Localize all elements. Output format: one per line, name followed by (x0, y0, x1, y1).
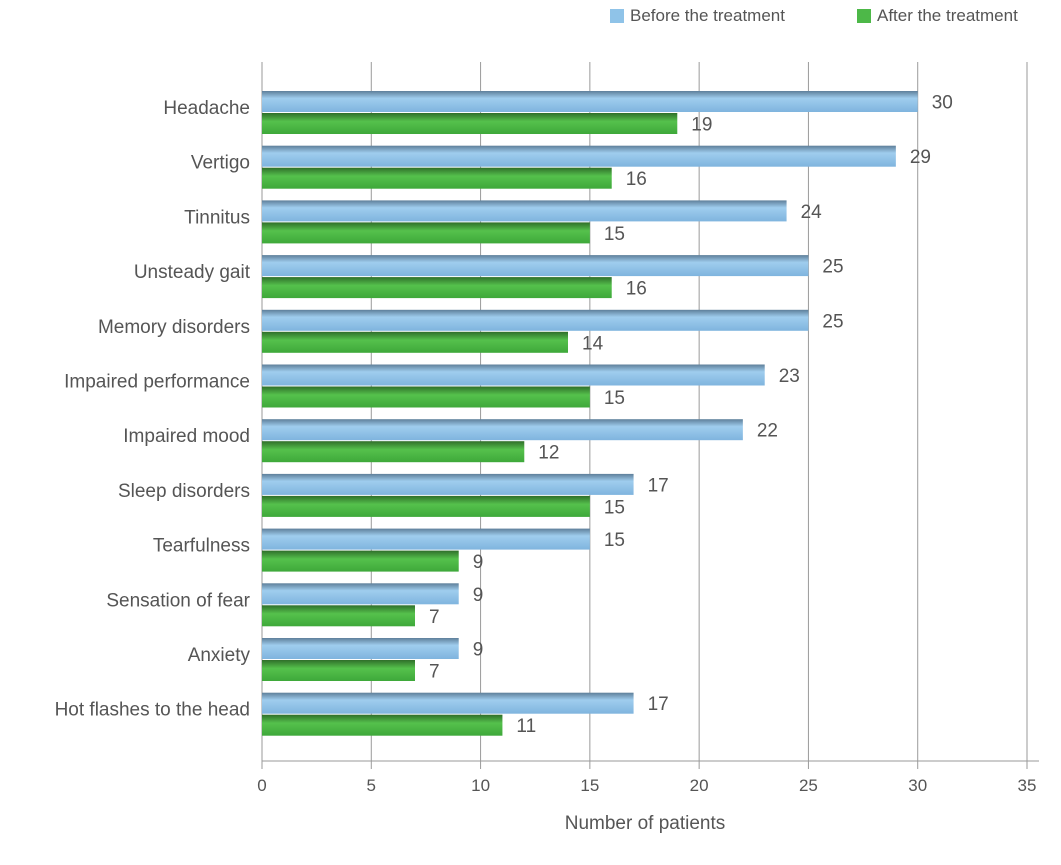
legend-swatch-before (610, 9, 624, 23)
category-label: Impaired mood (123, 426, 250, 447)
value-label-before: 17 (648, 694, 669, 715)
legend-item-before: Before the treatment (610, 6, 785, 26)
legend-item-after: After the treatment (857, 6, 1018, 26)
category-label: Tearfulness (153, 536, 250, 557)
value-label-after: 12 (538, 443, 559, 464)
category-label: Anxiety (188, 645, 251, 666)
bar-before (262, 583, 459, 605)
value-label-after: 11 (516, 716, 536, 737)
bar-before (262, 473, 634, 495)
bars (262, 91, 918, 736)
value-label-before: 25 (822, 257, 843, 278)
x-tick-label: 30 (908, 776, 927, 795)
bar-before (262, 200, 787, 222)
bar-before (262, 638, 459, 659)
x-tick-label: 10 (471, 776, 490, 795)
bar-before (262, 528, 590, 550)
bar-before (262, 255, 809, 277)
bar-after (262, 386, 590, 408)
bar-after (262, 550, 459, 572)
bar-before (262, 145, 896, 167)
x-axis-title: Number of patients (565, 813, 726, 834)
bar-after (262, 605, 415, 627)
category-label: Tinnitus (184, 207, 250, 228)
value-label-before: 25 (822, 311, 843, 332)
bar-after (262, 660, 415, 681)
bar-before (262, 91, 918, 112)
bar-after (262, 714, 503, 736)
legend-label-after: After the treatment (877, 6, 1018, 25)
category-label: Memory disorders (98, 317, 250, 338)
x-tick-label: 0 (257, 776, 266, 795)
category-label: Impaired performance (64, 372, 250, 393)
bar-before (262, 364, 765, 386)
value-label-before: 15 (604, 530, 625, 551)
bar-before (262, 419, 743, 441)
value-label-after: 15 (604, 497, 625, 518)
value-label-before: 9 (473, 585, 484, 606)
x-tick-label: 5 (367, 776, 376, 795)
x-tick-label: 35 (1018, 776, 1037, 795)
x-tick-label: 25 (799, 776, 818, 795)
bar-before (262, 692, 634, 714)
value-label-after: 7 (429, 607, 440, 628)
category-label: Hot flashes to the head (55, 700, 250, 721)
value-label-after: 9 (473, 552, 484, 573)
value-label-after: 15 (604, 224, 625, 245)
category-label: Sleep disorders (118, 481, 250, 502)
value-label-before: 29 (910, 147, 931, 168)
category-label: Vertigo (191, 153, 250, 174)
x-tick-label: 20 (690, 776, 709, 795)
bar-before (262, 309, 809, 331)
category-label: Sensation of fear (106, 590, 250, 611)
bar-after (262, 495, 590, 517)
legend-swatch-after (857, 9, 871, 23)
bar-after (262, 331, 568, 353)
bar-after (262, 222, 590, 244)
value-label-before: 9 (473, 640, 484, 661)
value-label-after: 15 (604, 388, 625, 409)
x-tick-label: 15 (580, 776, 599, 795)
category-label: Headache (163, 98, 250, 119)
value-label-before: 24 (801, 202, 823, 223)
value-label-before: 23 (779, 366, 800, 387)
value-label-after: 16 (626, 169, 647, 190)
value-label-after: 16 (626, 279, 647, 300)
value-label-before: 22 (757, 421, 778, 442)
bar-after (262, 167, 612, 189)
labels: 0 5 10 15 20 25 30 35 Headache 30 19 Vertigo 29 16 Tin… (55, 93, 1037, 796)
value-label-after: 7 (429, 662, 440, 683)
category-label: Unsteady gait (134, 262, 251, 283)
value-label-after: 14 (582, 333, 604, 354)
legend-label-before: Before the treatment (630, 6, 785, 25)
bar-after (262, 113, 678, 134)
bar-after (262, 277, 612, 299)
value-label-before: 17 (648, 475, 669, 496)
bar-after (262, 441, 525, 463)
value-label-before: 30 (932, 93, 953, 114)
value-label-after: 19 (691, 115, 712, 136)
